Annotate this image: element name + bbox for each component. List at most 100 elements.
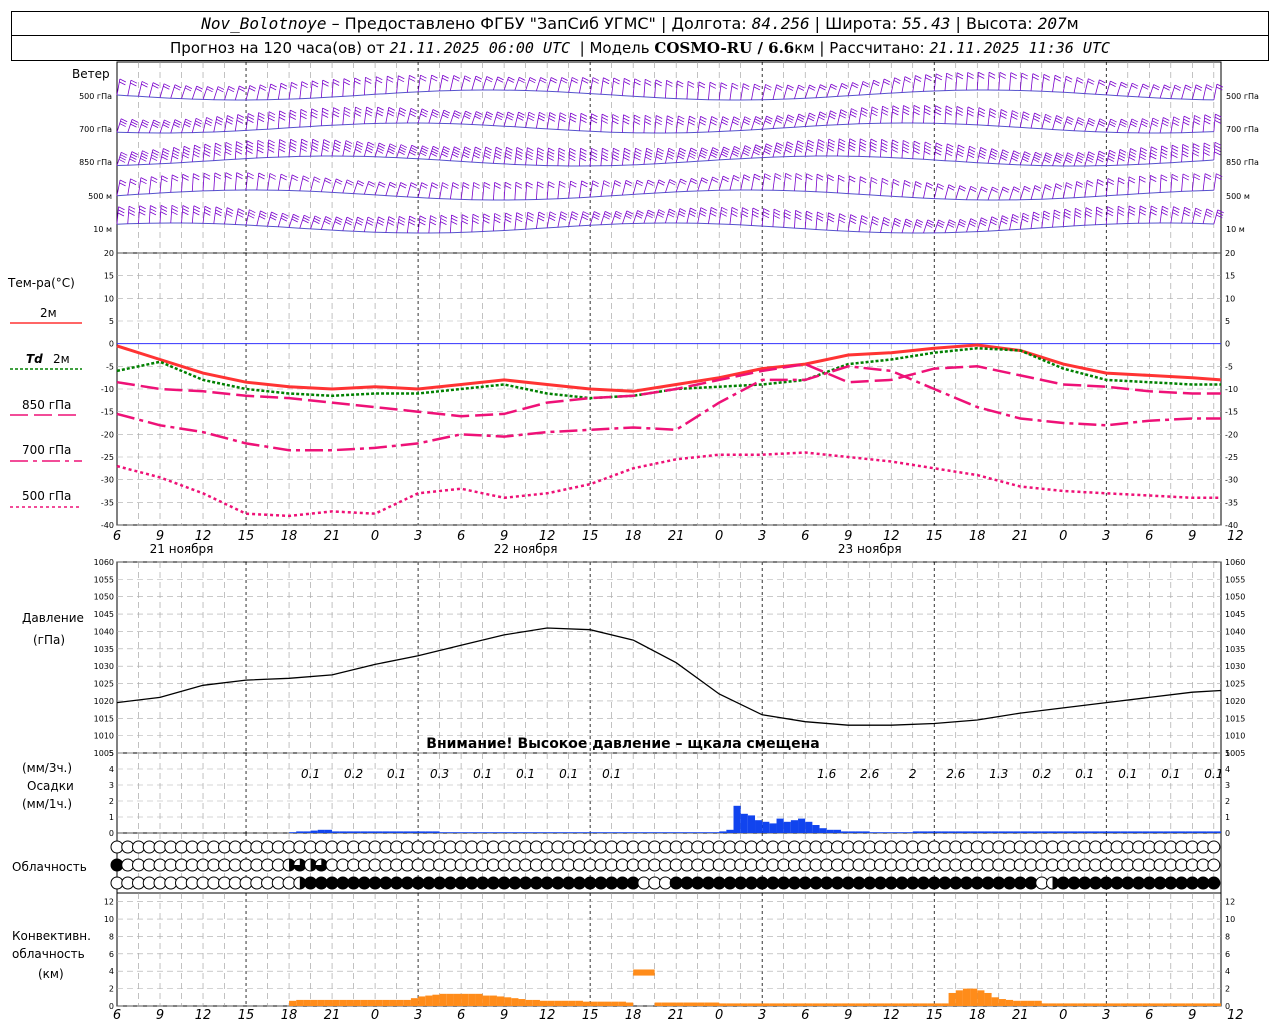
- wind-barb-flag: [742, 207, 749, 211]
- cloud-symbol: [185, 858, 199, 872]
- wind-barb-flag: [797, 116, 805, 120]
- cloud-symbol: [723, 840, 737, 854]
- wind-barb: [1127, 205, 1130, 224]
- cloud-symbol: [443, 858, 457, 872]
- cloud-symbol: [497, 858, 511, 872]
- precip-bar: [568, 832, 576, 833]
- wind-barb-flag: [612, 117, 619, 121]
- wind-barb-flag: [1161, 208, 1169, 213]
- wind-barb-flag: [1096, 206, 1103, 211]
- wind-barb-flag: [1043, 213, 1050, 218]
- wind-barb-flag: [343, 78, 351, 83]
- wind-barb: [1148, 205, 1152, 224]
- wind-barb-flag: [1086, 180, 1094, 184]
- wind-barb-flag: [590, 119, 598, 124]
- wind-barb-flag: [723, 146, 730, 151]
- wind-barb-flag: [473, 182, 480, 186]
- precip-bar: [382, 831, 390, 833]
- wind-barb-flag: [1045, 152, 1053, 157]
- wind-barb-flag: [332, 113, 340, 118]
- wind-barb-flag: [325, 177, 332, 182]
- wind-barb-flag: [1053, 215, 1060, 220]
- wind-barb-flag: [882, 105, 889, 110]
- wind-barb-flag: [808, 115, 815, 119]
- wind-barb-flag: [389, 143, 397, 148]
- wind-barb-flag: [333, 107, 340, 112]
- wind-barb-flag: [1065, 121, 1073, 125]
- wind-barb: [1127, 83, 1133, 97]
- cloud-symbol: [981, 858, 995, 872]
- ytick-left: 8: [109, 932, 114, 941]
- wind-barb-flag: [1193, 176, 1200, 181]
- precip-bar: [690, 832, 698, 833]
- conv-bar: [1048, 1003, 1057, 1006]
- precip-bar: [539, 832, 548, 833]
- wind-barb-flag: [828, 141, 835, 146]
- wind-barb: [138, 119, 144, 133]
- wind-barb-flag: [925, 77, 932, 81]
- wind-barb: [492, 147, 497, 164]
- wind-barb-flag: [816, 173, 824, 178]
- wind-barb-flag: [647, 212, 654, 216]
- conv-float-bar: [633, 969, 655, 976]
- wind-barb: [869, 216, 874, 233]
- hour-label-bottom: 9: [1188, 1008, 1196, 1023]
- ytick-left: 1010: [94, 732, 114, 741]
- wind-barb-flag: [1013, 150, 1020, 155]
- wind-barb-flag: [935, 148, 942, 153]
- wind-barb-flag: [526, 156, 533, 161]
- wind-barb-flag: [257, 118, 265, 123]
- wind-barb-flag: [494, 219, 501, 224]
- wind-barb: [987, 72, 990, 91]
- wind-barb-flag: [1150, 178, 1157, 182]
- wind-barb: [202, 144, 206, 162]
- wind-barb-flag: [838, 216, 846, 221]
- wind-barb-flag: [580, 116, 587, 120]
- cloud-symbol: [1153, 858, 1167, 872]
- wind-barb-flag: [538, 214, 545, 219]
- hour-label-bottom: 3: [1102, 1008, 1110, 1023]
- cloud-symbol: [648, 858, 662, 872]
- wind-barb-flag: [419, 77, 427, 82]
- wind-barb-flag: [1193, 173, 1201, 178]
- wind-barb-flag: [892, 139, 899, 144]
- wind-barb-flag: [1204, 117, 1211, 122]
- wind-barb: [912, 75, 916, 92]
- wind-barb-flag: [774, 176, 781, 180]
- wind-barb-flag: [1075, 207, 1082, 212]
- wind-barb-flag: [656, 115, 663, 119]
- cloud-symbol: [1185, 876, 1199, 890]
- wind-barb-flag: [816, 148, 824, 152]
- conv-bar: [740, 1003, 748, 1006]
- precip-bar: [1063, 831, 1071, 833]
- wind-barb-flag: [1001, 154, 1008, 159]
- wind-barb-flag: [667, 153, 674, 157]
- conv-bar: [1020, 1000, 1028, 1006]
- wind-barb: [449, 146, 455, 161]
- wind-barb-flag: [118, 159, 126, 163]
- wind-barb-flag: [754, 173, 761, 178]
- wind-barb-flag: [419, 218, 426, 223]
- wind-barb-flag: [290, 138, 297, 143]
- wind-barb-flag: [268, 142, 275, 147]
- wind-barb-flag: [720, 212, 727, 217]
- precip-bar: [669, 832, 677, 833]
- wind-barb-flag: [1185, 84, 1192, 89]
- wind-barb-flag: [225, 175, 232, 180]
- cloud-symbol: [218, 858, 232, 872]
- wind-barb-flag: [1119, 151, 1126, 156]
- wind-barb-flag: [569, 118, 577, 123]
- conv-bar: [547, 1000, 555, 1006]
- cloud-symbol: [1056, 876, 1070, 890]
- wind-barb-flag: [526, 153, 533, 158]
- precip-bar: [446, 832, 454, 833]
- label-precip-unit1: (мм/1ч.): [22, 797, 72, 811]
- wind-barb-flag: [519, 76, 526, 81]
- cloud-symbol: [981, 840, 995, 854]
- wind-barb-flag: [946, 146, 954, 151]
- wind-barb: [1181, 207, 1185, 224]
- wind-barb-flag: [174, 86, 181, 91]
- wind-barb-flag: [956, 153, 964, 158]
- wind-barb-flag: [1214, 151, 1221, 156]
- wind-barb: [826, 84, 832, 98]
